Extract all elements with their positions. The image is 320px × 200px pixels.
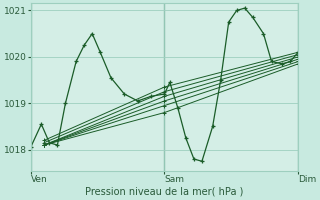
- X-axis label: Pression niveau de la mer( hPa ): Pression niveau de la mer( hPa ): [85, 187, 244, 197]
